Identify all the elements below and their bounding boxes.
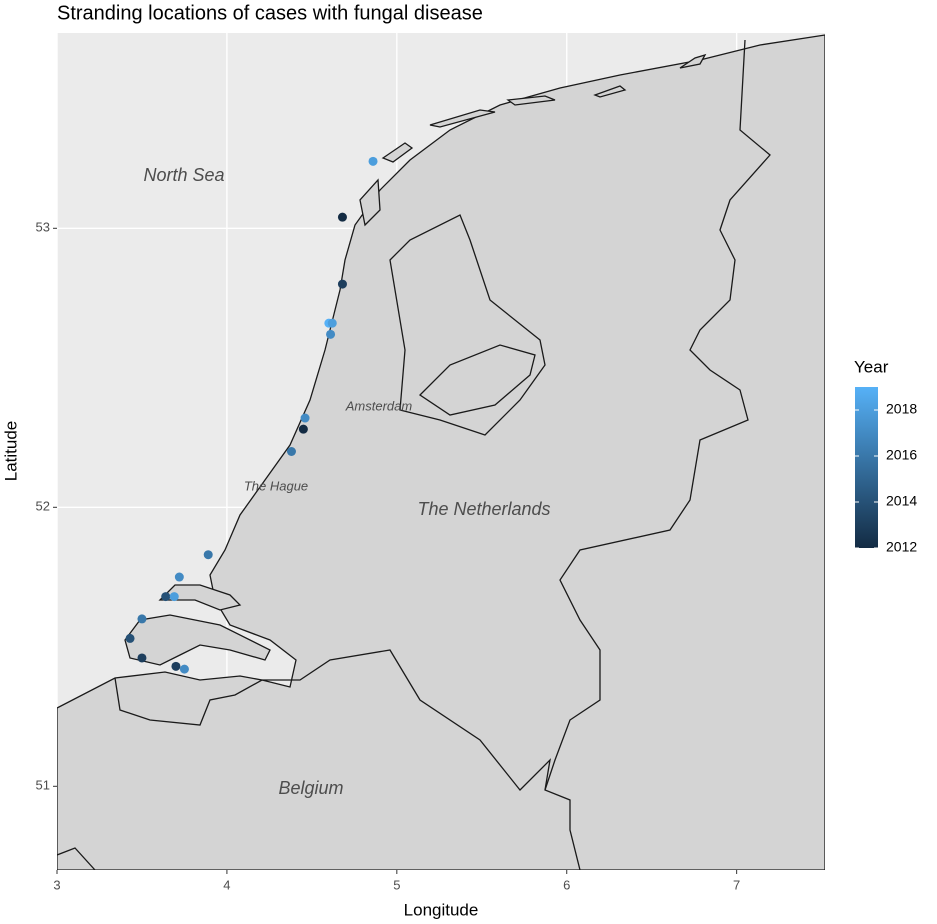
legend-tick-label: 2016 [886, 447, 917, 463]
y-tick-label: 51 [36, 778, 50, 793]
map [57, 34, 825, 870]
land [57, 34, 825, 870]
border [57, 847, 96, 870]
legend-title: Year [854, 357, 889, 376]
point [286, 447, 296, 456]
island [381, 142, 414, 163]
border [544, 39, 771, 791]
point [161, 592, 171, 602]
point [171, 661, 181, 671]
point [137, 653, 147, 663]
x-tick-label: 7 [733, 877, 740, 892]
point [368, 156, 378, 166]
x-tick-label: 3 [53, 877, 60, 892]
island [593, 85, 627, 98]
point [137, 614, 147, 624]
border [114, 649, 581, 870]
annotation: Belgium [278, 778, 343, 798]
point [179, 664, 189, 674]
point [169, 592, 179, 602]
x-tick-label: 6 [563, 877, 570, 892]
island [429, 109, 496, 128]
legend-tick-label: 2018 [886, 401, 917, 417]
annotation: The Hague [244, 478, 308, 493]
x-tick-label: 5 [393, 877, 400, 892]
point [327, 318, 337, 328]
y-tick-label: 53 [36, 220, 50, 235]
lake [389, 214, 546, 436]
point [300, 413, 310, 423]
point [337, 212, 347, 222]
island [124, 614, 271, 666]
y-tick-label: 52 [36, 499, 50, 514]
point [125, 633, 135, 643]
chart-title: Stranding locations of cases with fungal… [57, 2, 483, 24]
point [203, 550, 213, 560]
polder [418, 344, 536, 416]
island [359, 178, 381, 227]
annotation: The Netherlands [417, 499, 550, 519]
x-tick-label: 4 [223, 877, 230, 892]
island [158, 584, 242, 611]
point [337, 279, 347, 289]
legend-tick-label: 2014 [886, 493, 917, 509]
colorbar [855, 387, 878, 548]
x-axis-label: Longitude [404, 900, 479, 919]
island [506, 95, 556, 106]
annotation: Amsterdam [345, 398, 413, 413]
point [174, 572, 184, 582]
point [298, 424, 308, 434]
y-axis-label: Latitude [1, 421, 20, 482]
island [679, 53, 707, 69]
point [326, 329, 336, 339]
annotation: North Sea [143, 165, 224, 185]
legend-tick-label: 2012 [886, 539, 917, 555]
